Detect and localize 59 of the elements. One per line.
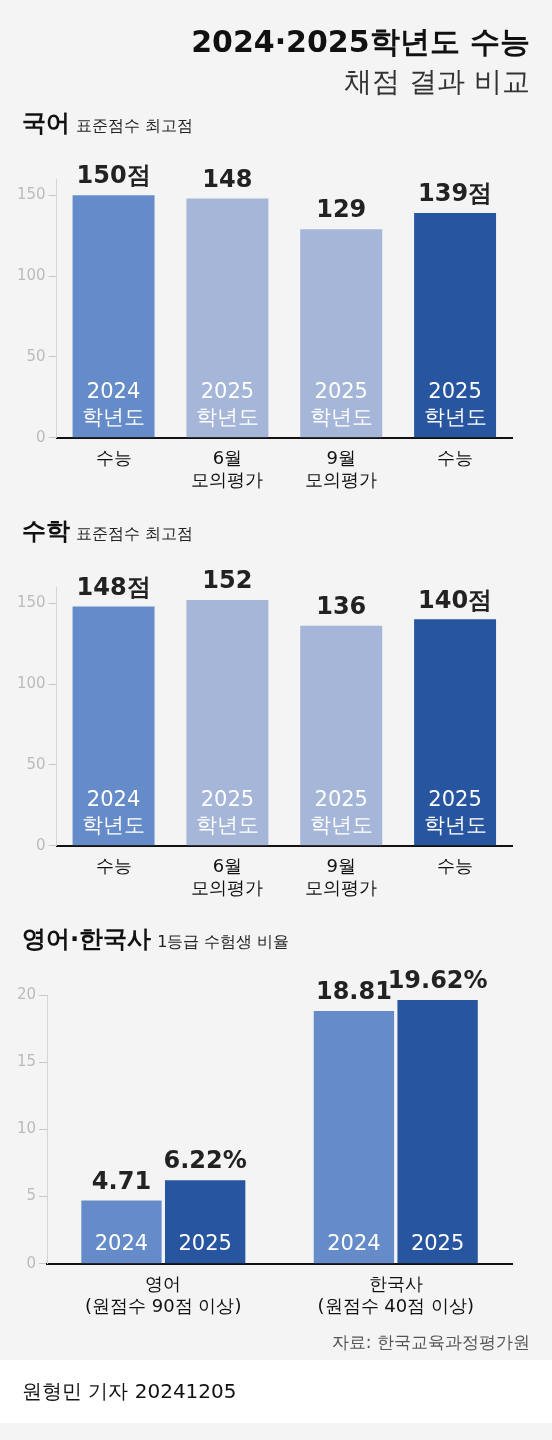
data-label: 136	[316, 592, 367, 621]
chart-title: 영어·한국사	[22, 925, 152, 953]
text: 2024	[327, 1231, 381, 1256]
series-label: 2025	[178, 1231, 232, 1256]
series-label: 2025 학년도	[195, 787, 259, 838]
chart-subtitle: 1등급 수험생 비율	[157, 932, 290, 951]
y-tick-label: 100	[16, 265, 46, 284]
y-tick-label: 5	[26, 1186, 37, 1205]
x-tick-label: 9월 모의평가	[305, 447, 378, 490]
chart-subtitle: 표준점수 최고점	[76, 524, 194, 543]
x-tick-label: 수능	[437, 447, 474, 469]
text: 2025	[410, 1231, 465, 1256]
y-tick-label: 50	[26, 754, 46, 773]
bar	[81, 1200, 162, 1264]
y-tick-label: 150	[16, 593, 46, 612]
data-label: 148	[202, 164, 253, 193]
chart-title: 수학	[22, 517, 70, 545]
y-tick-label: 50	[26, 346, 46, 365]
series-label: 2025 학년도	[423, 787, 487, 838]
text: 원형민 기자 20241205	[0, 1360, 552, 1423]
series-label: 2025 학년도	[309, 379, 373, 430]
bar	[164, 1180, 246, 1264]
x-tick-label: 9월 모의평가	[305, 855, 378, 898]
chart-subtitle: 표준점수 최고점	[76, 116, 194, 135]
y-tick-label: 0	[36, 835, 46, 854]
x-tick-label: 한국사 (원점수 40점 이상)	[317, 1273, 474, 1316]
y-tick-label: 100	[16, 673, 46, 692]
data-label: 129	[316, 195, 367, 224]
bar	[313, 1010, 395, 1264]
text: 자료: 한국교육과정평가원	[330, 1331, 531, 1354]
y-tick-label: 10	[16, 1119, 37, 1138]
x-tick-label: 6월 모의평가	[191, 447, 264, 490]
data-label: 139점	[418, 179, 493, 208]
x-tick-label: 영어 (원점수 90점 이상)	[85, 1273, 242, 1316]
data-label: 4.71	[91, 1166, 152, 1195]
y-tick-label: 20	[16, 984, 37, 1003]
series-label: 2024 학년도	[82, 379, 146, 430]
text: 2024·2025학년도 수능	[190, 23, 530, 61]
y-tick-label: 150	[16, 185, 46, 204]
x-tick-label: 수능	[95, 447, 132, 469]
series-label: 2025 학년도	[309, 787, 373, 838]
x-tick-label: 수능	[95, 855, 132, 877]
text: 채점 결과 비교	[343, 64, 530, 100]
data-label: 140점	[418, 585, 493, 614]
series-label: 2024	[94, 1231, 149, 1256]
chart-title: 국어	[22, 109, 70, 137]
series-label: 2024 학년도	[82, 787, 146, 838]
series-label: 2025 학년도	[195, 379, 259, 430]
data-label: 148점	[76, 572, 151, 601]
bar	[397, 1000, 478, 1264]
data-label: 152	[202, 566, 253, 595]
series-label: 2025 학년도	[423, 379, 487, 430]
data-label: 150점	[76, 161, 151, 190]
y-tick-label: 0	[26, 1253, 37, 1272]
data-label: 6.22%	[163, 1146, 247, 1175]
x-tick-label: 6월 모의평가	[191, 855, 264, 898]
x-tick-label: 수능	[437, 855, 474, 877]
y-tick-label: 0	[36, 427, 46, 446]
y-tick-label: 15	[16, 1052, 37, 1071]
